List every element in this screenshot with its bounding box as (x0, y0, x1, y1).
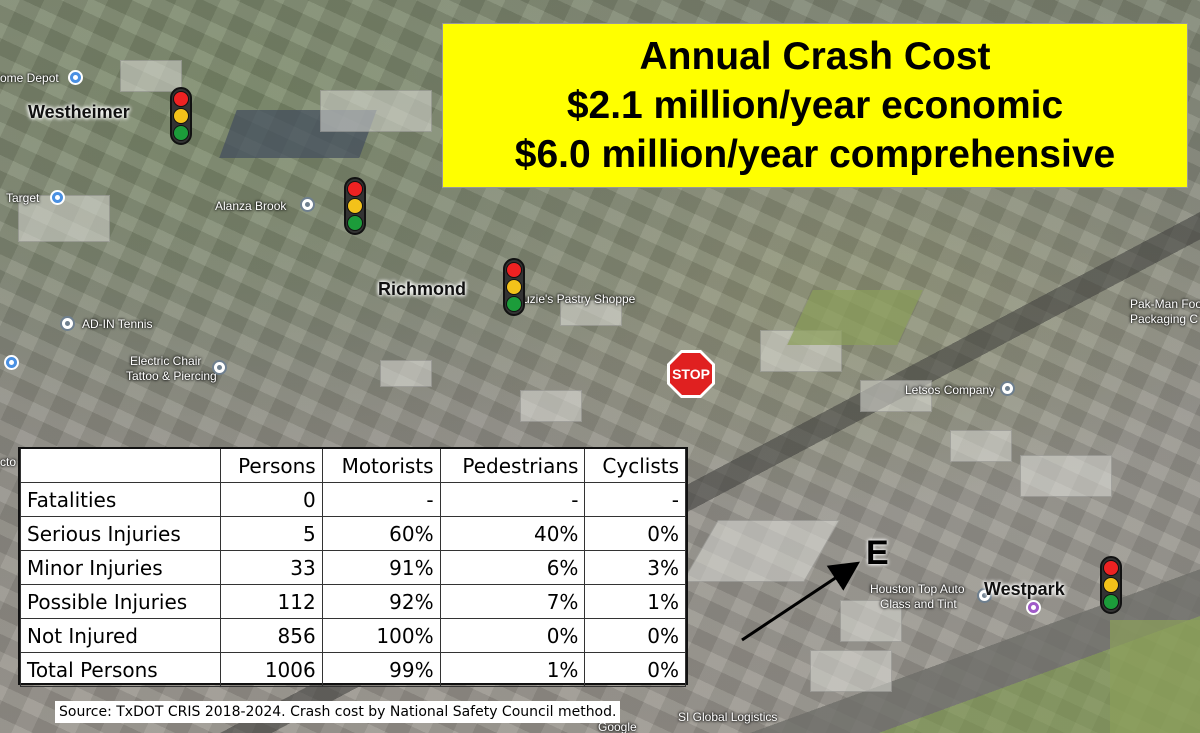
poi-home-depot[interactable]: ome Depot (0, 71, 59, 85)
purple-poi-pin-icon[interactable] (1026, 600, 1041, 615)
table-cell: 40% (439, 516, 586, 551)
poi-target[interactable]: Target (6, 191, 40, 205)
table-cell: 0% (584, 516, 686, 551)
table-cell: 0% (584, 652, 686, 687)
letsos-pin-icon[interactable] (1000, 381, 1015, 396)
poi-alanza-brook[interactable]: Alanza Brook (215, 199, 287, 213)
poi-ad-in-tennis[interactable]: AD-IN Tennis (82, 317, 153, 331)
poi-partial-left: cto (0, 455, 17, 469)
table-cell: 60% (321, 516, 441, 551)
table-cell: 1006 (220, 652, 323, 687)
google-watermark: Google (598, 720, 637, 733)
table-header-cell: Cyclists (584, 449, 686, 483)
table-row: Possible Injuries 112 92% 7% 1% (20, 584, 686, 619)
table-header-cell: Pedestrians (439, 449, 586, 483)
houston-top-auto-pin-icon[interactable] (977, 588, 992, 603)
electric-chair-pin-icon[interactable] (212, 360, 227, 375)
table-cell: 91% (321, 550, 441, 585)
table-row: Serious Injuries 5 60% 40% 0% (20, 516, 686, 551)
traffic-signal-icon (344, 177, 366, 235)
poi-suzies-pastry[interactable]: Suzie's Pastry Shoppe (515, 292, 636, 306)
source-note: Source: TxDOT CRIS 2018-2024. Crash cost… (55, 701, 621, 723)
poi-pak-man[interactable]: Pak-Man Foo (1130, 297, 1200, 311)
table-cell: 33 (220, 550, 323, 585)
street-label-richmond: Richmond (378, 279, 466, 299)
ad-in-tennis-pin-icon[interactable] (60, 316, 75, 331)
table-cell: 1% (584, 584, 686, 619)
table-cell: Not Injured (20, 618, 221, 653)
poi-electric-chair[interactable]: Electric Chair (130, 354, 202, 368)
table-header-cell (20, 449, 221, 483)
table-cell: 112 (220, 584, 323, 619)
table-cell: Possible Injuries (20, 584, 221, 619)
table-header-cell: Motorists (321, 449, 441, 483)
cost-box-title: Annual Crash Cost (639, 35, 991, 78)
home-depot-pin-icon[interactable] (68, 70, 83, 85)
cost-comprehensive: $6.0 million/year comprehensive (514, 133, 1116, 176)
table-cell: 0% (584, 618, 686, 653)
table-cell: - (584, 482, 686, 517)
traffic-signal-icon (503, 258, 525, 316)
table-cell: - (321, 482, 441, 517)
street-label-westpark: Westpark (984, 579, 1065, 599)
table-cell: 856 (220, 618, 323, 653)
street-label-westheimer: Westheimer (28, 102, 130, 122)
table-cell: 7% (439, 584, 586, 619)
table-cell: 6% (439, 550, 586, 585)
table-row: Fatalities 0 - - - (20, 482, 686, 517)
table-cell: 1% (439, 652, 586, 687)
poi-electric-chair-line2: Tattoo & Piercing (126, 369, 217, 383)
stop-sign-icon: STOP (667, 350, 715, 398)
traffic-signal-icon (1100, 556, 1122, 614)
table-cell: Minor Injuries (20, 550, 221, 585)
poi-houston-top-auto[interactable]: Houston Top Auto (870, 582, 965, 596)
table-cell: Fatalities (20, 482, 221, 517)
poi-pak-man-line2: Packaging C (1130, 312, 1199, 326)
table-row: Minor Injuries 33 91% 6% 3% (20, 550, 686, 585)
table-row: Total Persons 1006 99% 1% 0% (20, 652, 686, 687)
poi-letsos-company[interactable]: Letsos Company (905, 383, 996, 397)
traffic-signal-icon (170, 87, 192, 145)
table-cell: 100% (321, 618, 441, 653)
table-cell: 5 (220, 516, 323, 551)
poi-global-logistics[interactable]: SI Global Logistics (678, 710, 778, 724)
target-pin-icon[interactable] (50, 190, 65, 205)
table-cell: 92% (321, 584, 441, 619)
blue-poi-pin-icon[interactable] (4, 355, 19, 370)
alanza-brook-pin-icon[interactable] (300, 197, 315, 212)
table-cell: 0% (439, 618, 586, 653)
direction-label-east: E (866, 534, 889, 572)
stop-sign-text: STOP (672, 366, 710, 382)
table-cell: 99% (321, 652, 441, 687)
table-cell: 3% (584, 550, 686, 585)
table-cell: Total Persons (20, 652, 221, 687)
annual-crash-cost-box: Annual Crash Cost $2.1 million/year econ… (442, 23, 1188, 188)
table-cell: Serious Injuries (20, 516, 221, 551)
table-header-cell: Persons (220, 449, 323, 483)
table-cell: - (439, 482, 586, 517)
table-row: Not Injured 856 100% 0% 0% (20, 618, 686, 653)
table-header-row: Persons Motorists Pedestrians Cyclists (20, 449, 686, 483)
poi-houston-top-auto-line2: Glass and Tint (880, 597, 957, 611)
cost-economic: $2.1 million/year economic (566, 84, 1064, 127)
crash-statistics-table: Persons Motorists Pedestrians Cyclists F… (18, 447, 688, 687)
table-cell: 0 (220, 482, 323, 517)
